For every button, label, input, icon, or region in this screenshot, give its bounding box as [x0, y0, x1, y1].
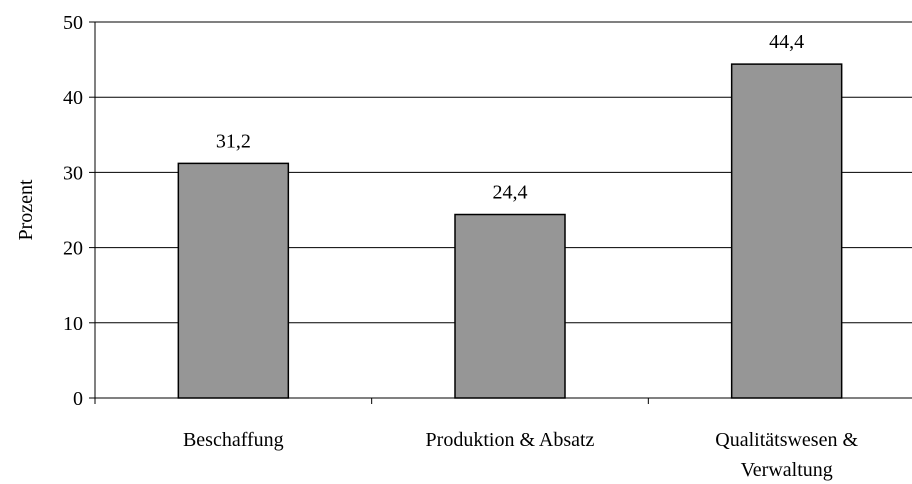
y-axis-ticks: 0 10 20 30 40 50 — [63, 12, 96, 410]
x-category-label: Qualitätswesen & Verwaltung — [715, 429, 858, 481]
y-tick-label: 40 — [63, 87, 83, 109]
bars — [177, 63, 843, 399]
y-tick-label: 20 — [63, 238, 83, 260]
y-tick-label: 30 — [63, 162, 83, 184]
y-tick-label: 10 — [63, 313, 83, 335]
data-labels: 31,2 24,4 44,4 — [216, 31, 804, 203]
data-label: 31,2 — [216, 130, 251, 152]
data-label: 24,4 — [493, 182, 528, 204]
x-category-label: Produktion & Absatz — [426, 429, 595, 451]
y-tick-label: 0 — [73, 388, 83, 410]
data-label: 44,4 — [769, 31, 804, 53]
x-axis: Beschaffung Produktion & Absatz Qualitätsw… — [94, 397, 912, 481]
x-category-label: Beschaffung — [183, 429, 284, 451]
y-tick-label: 50 — [63, 12, 83, 34]
bar — [730, 63, 843, 399]
bar — [454, 213, 566, 399]
bar — [177, 162, 290, 399]
y-axis-title: Prozent — [15, 179, 37, 241]
